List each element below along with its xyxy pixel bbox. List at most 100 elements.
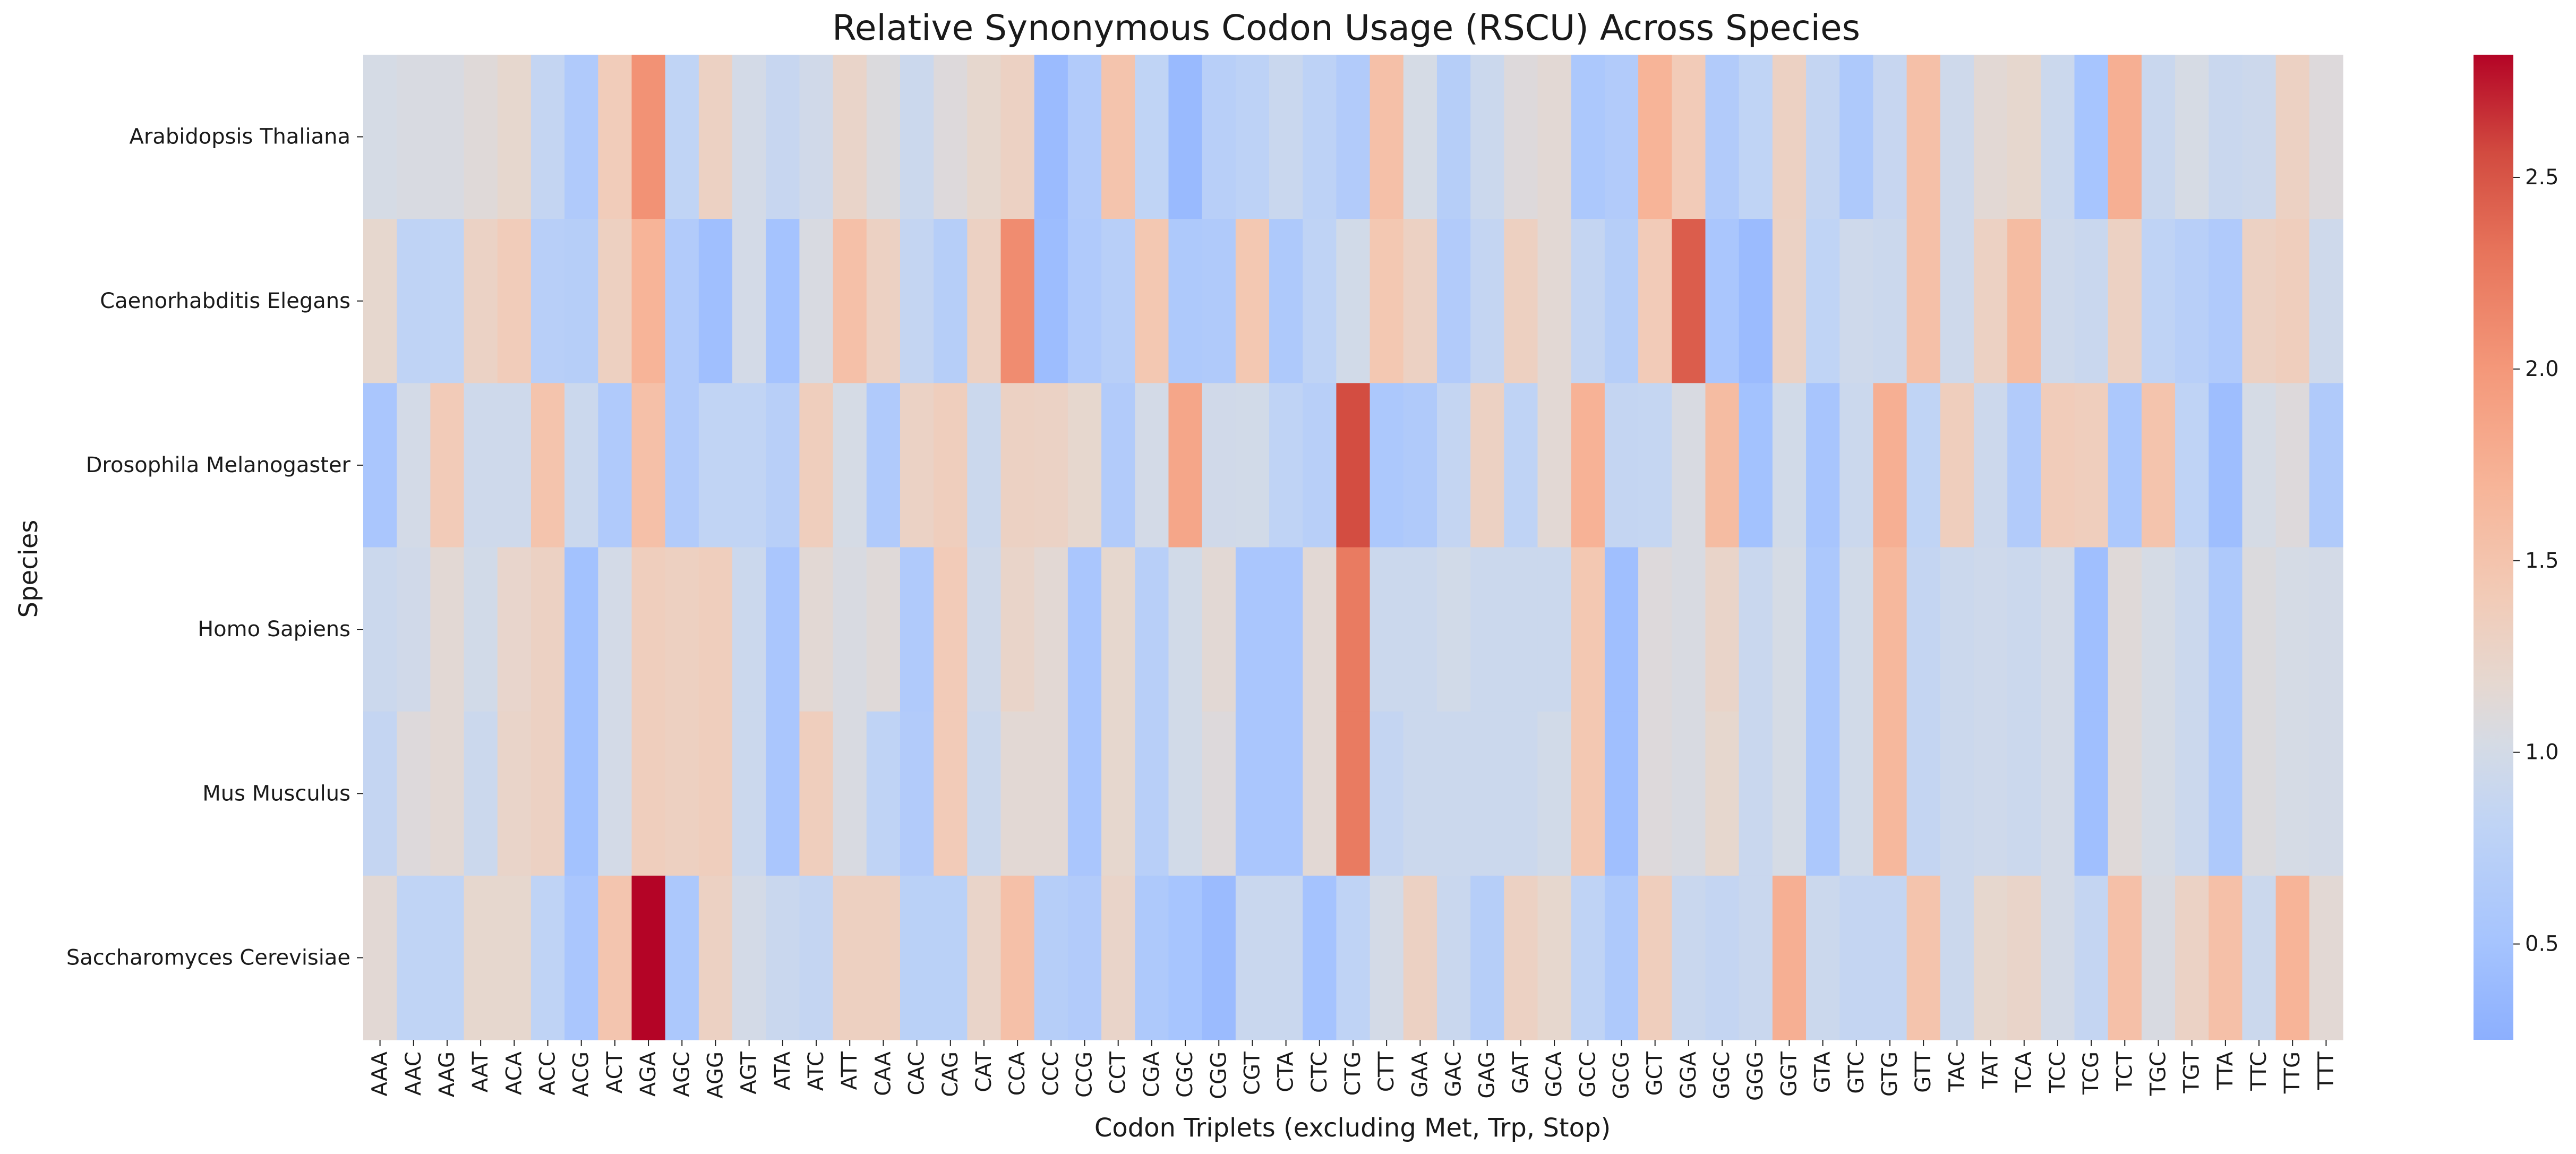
heatmap-cell: [497, 547, 532, 712]
heatmap-cell: [363, 875, 397, 1040]
heatmap-cell: [2007, 55, 2041, 219]
heatmap-cell: [497, 383, 532, 548]
heatmap-cell: [1202, 55, 1236, 219]
heatmap-cell: [1906, 875, 1941, 1040]
heatmap-cell: [2309, 711, 2343, 876]
heatmap-cell: [631, 547, 666, 712]
heatmap-cell: [1906, 547, 1941, 712]
heatmap-cell: [1672, 875, 1706, 1040]
heatmap-cell: [833, 383, 867, 548]
x-tick-label: AGA: [636, 1051, 661, 1097]
heatmap-cell: [665, 219, 699, 383]
heatmap-cell: [1571, 219, 1605, 383]
heatmap-cell: [2275, 55, 2310, 219]
x-tick-label: TTA: [2213, 1051, 2238, 1090]
heatmap-cell: [1806, 219, 1840, 383]
heatmap-cell: [1504, 383, 1538, 548]
heatmap-cell: [799, 55, 834, 219]
heatmap-cell: [2007, 383, 2041, 548]
heatmap-cell: [1470, 383, 1504, 548]
heatmap-cell: [799, 875, 834, 1040]
heatmap-cell: [1000, 383, 1035, 548]
x-tick-label: TCC: [2046, 1052, 2070, 1093]
heatmap-cell: [2041, 875, 2075, 1040]
heatmap-cell: [1739, 383, 1773, 548]
heatmap-cell: [732, 383, 766, 548]
heatmap-cell: [1034, 219, 1068, 383]
heatmap-cell: [833, 547, 867, 712]
y-tick-label: Homo Sapiens: [198, 617, 350, 642]
chart-title: Relative Synonymous Codon Usage (RSCU) A…: [832, 7, 1860, 48]
heatmap-cell: [464, 383, 498, 548]
heatmap-cell: [1235, 711, 1270, 876]
heatmap-cell: [2242, 383, 2277, 548]
heatmap-cell: [1537, 219, 1572, 383]
heatmap-cell: [631, 383, 666, 548]
x-tick-label: ATA: [771, 1051, 795, 1090]
heatmap-cell: [1303, 547, 1337, 712]
heatmap-cell: [598, 55, 632, 219]
heatmap-cell: [1638, 875, 1672, 1040]
heatmap-cell: [1973, 711, 2008, 876]
heatmap-cell: [1571, 383, 1605, 548]
heatmap-cell: [1303, 55, 1337, 219]
heatmap-cell: [799, 711, 834, 876]
heatmap-cell: [766, 875, 800, 1040]
heatmap-cell: [2041, 219, 2075, 383]
heatmap-cell: [530, 711, 565, 876]
heatmap-cell: [866, 711, 901, 876]
heatmap-cell: [1839, 875, 1873, 1040]
heatmap-cell: [1370, 711, 1404, 876]
heatmap-cell: [2275, 547, 2310, 712]
heatmap-cell: [1873, 875, 1907, 1040]
heatmap-cell: [2209, 875, 2243, 1040]
x-tick-label: CGG: [1206, 1052, 1231, 1099]
heatmap-cell: [866, 55, 901, 219]
x-tick-label: AAC: [401, 1052, 426, 1096]
heatmap-cell: [2141, 711, 2176, 876]
heatmap-cell: [1470, 55, 1504, 219]
heatmap-cell: [2275, 383, 2310, 548]
heatmap-cell: [1604, 875, 1639, 1040]
heatmap-cell: [497, 55, 532, 219]
heatmap-cell: [2309, 219, 2343, 383]
heatmap-cell: [631, 55, 666, 219]
x-tick-label: GGC: [1710, 1052, 1734, 1099]
heatmap-cell: [2074, 383, 2109, 548]
heatmap-cell: [1235, 383, 1270, 548]
heatmap-cell: [1604, 383, 1639, 548]
heatmap-cell: [1436, 875, 1471, 1040]
heatmap-cell: [833, 55, 867, 219]
heatmap-cell: [1739, 711, 1773, 876]
heatmap-cell: [1403, 55, 1437, 219]
heatmap-cell: [564, 219, 598, 383]
heatmap-cell: [1101, 875, 1135, 1040]
heatmap-cell: [1705, 711, 1740, 876]
heatmap-cell: [934, 219, 968, 383]
x-tick-label: AAG: [435, 1052, 459, 1097]
x-tick-label: TCA: [2012, 1051, 2036, 1093]
x-tick-label: GCT: [1643, 1051, 1667, 1096]
heatmap-cell: [2209, 711, 2243, 876]
heatmap-cell: [766, 547, 800, 712]
heatmap-cell: [1101, 383, 1135, 548]
heatmap-cell: [1873, 219, 1907, 383]
heatmap-cell: [1336, 547, 1371, 712]
heatmap-cell: [766, 219, 800, 383]
heatmap-cell: [1403, 219, 1437, 383]
heatmap-cell: [2209, 547, 2243, 712]
heatmap-cell: [1571, 711, 1605, 876]
heatmap-cell: [665, 547, 699, 712]
heatmap-cell: [1504, 547, 1538, 712]
heatmap-cell: [900, 547, 934, 712]
heatmap-cell: [397, 711, 431, 876]
heatmap-cell: [1739, 875, 1773, 1040]
heatmap-cell: [1067, 875, 1102, 1040]
colorbar-tick-label: 0.5: [2525, 932, 2559, 956]
heatmap-cell: [1202, 219, 1236, 383]
heatmap-cell: [1436, 711, 1471, 876]
heatmap-cell: [698, 711, 733, 876]
heatmap-cell: [799, 219, 834, 383]
heatmap-cell: [1168, 875, 1203, 1040]
heatmap-cell: [732, 55, 766, 219]
